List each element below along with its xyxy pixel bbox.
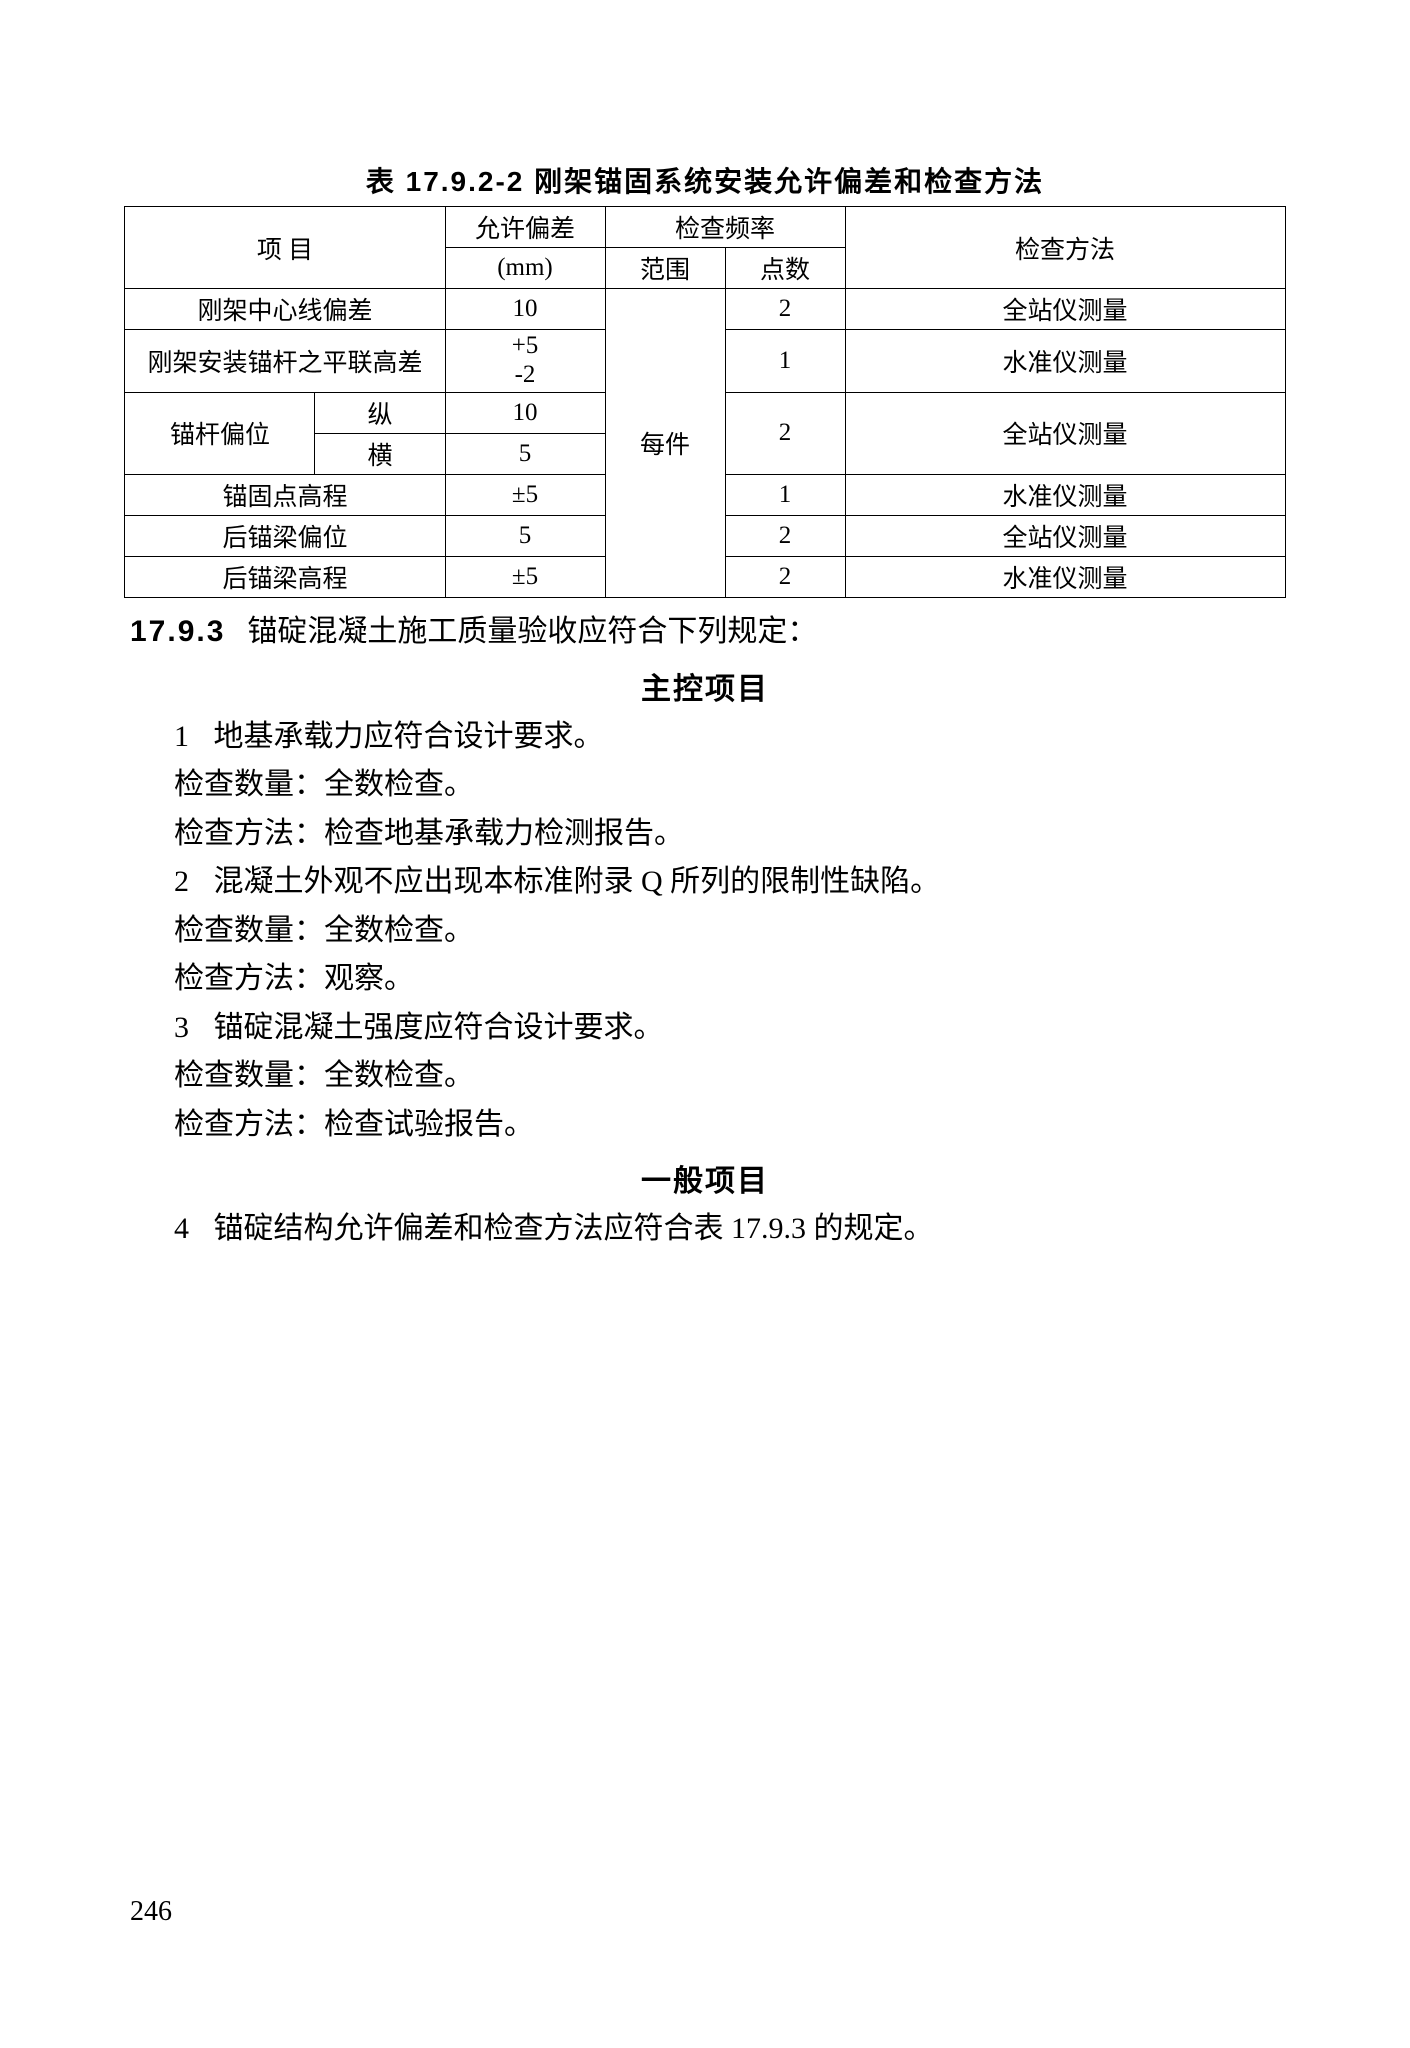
subheading-main: 主控项目: [130, 664, 1280, 708]
paragraph: 检查方法：观察。: [130, 956, 1280, 1003]
table-row: 刚架中心线偏差 10 每件 2 全站仪测量: [125, 289, 1285, 330]
cell-pts: 1: [725, 474, 845, 515]
cell-pts: 2: [725, 289, 845, 330]
th-scope: 范围: [605, 248, 725, 289]
item-number: 1: [174, 714, 206, 761]
paragraph: 检查方法：检查地基承载力检测报告。: [130, 811, 1280, 858]
cell-dev: 5: [445, 515, 605, 556]
item-number: 2: [174, 859, 206, 906]
cell-method: 水准仪测量: [845, 474, 1285, 515]
cell-subitem: 纵: [315, 392, 445, 433]
cell-pts: 2: [725, 556, 845, 597]
item-text: 混凝土外观不应出现本标准附录 Q 所列的限制性缺陷。: [214, 865, 941, 898]
clause-number: 17.9.3: [130, 608, 225, 656]
page-number: 246: [130, 1896, 172, 1928]
cell-method: 全站仪测量: [845, 515, 1285, 556]
th-deviation: 允许偏差: [445, 207, 605, 248]
item-text: 锚碇混凝土强度应符合设计要求。: [214, 1011, 664, 1044]
item-text: 锚碇结构允许偏差和检查方法应符合表 17.9.3 的规定。: [214, 1212, 934, 1245]
cell-method: 水准仪测量: [845, 330, 1285, 393]
item-text: 地基承载力应符合设计要求。: [214, 720, 604, 753]
cell-dev-b: -2: [515, 361, 536, 388]
table-title: 表 17.9.2-2 刚架锚固系统安装允许偏差和检查方法: [120, 160, 1290, 200]
clause-text: 锚碇混凝土施工质量验收应符合下列规定：: [247, 615, 817, 648]
cell-pts: 2: [725, 515, 845, 556]
cell-method: 全站仪测量: [845, 392, 1285, 474]
item-line: 4 锚碇结构允许偏差和检查方法应符合表 17.9.3 的规定。: [130, 1206, 1280, 1253]
cell-pts: 2: [725, 392, 845, 474]
table-header-row-1: 项 目 允许偏差 检查频率 检查方法: [125, 207, 1285, 248]
th-freq: 检查频率: [605, 207, 845, 248]
cell-method: 全站仪测量: [845, 289, 1285, 330]
cell-item: 刚架中心线偏差: [125, 289, 445, 330]
cell-dev: 10: [445, 289, 605, 330]
subheading-general: 一般项目: [130, 1156, 1280, 1200]
cell-item: 锚杆偏位: [125, 392, 315, 474]
cell-subitem: 横: [315, 433, 445, 474]
spec-table: 项 目 允许偏差 检查频率 检查方法 (mm) 范围 点数 刚架中心线偏差 10…: [124, 206, 1285, 598]
cell-dev: ±5: [445, 556, 605, 597]
cell-dev: +5 -2: [445, 330, 605, 393]
item-number: 4: [174, 1206, 206, 1253]
cell-dev-a: +5: [512, 332, 539, 359]
th-method: 检查方法: [845, 207, 1285, 289]
cell-dev: ±5: [445, 474, 605, 515]
th-item: 项 目: [125, 207, 445, 289]
item-line: 3 锚碇混凝土强度应符合设计要求。: [130, 1005, 1280, 1052]
paragraph: 检查数量：全数检查。: [130, 1053, 1280, 1100]
cell-scope: 每件: [605, 289, 725, 598]
cell-method: 水准仪测量: [845, 556, 1285, 597]
cell-dev: 10: [445, 392, 605, 433]
cell-item: 后锚梁高程: [125, 556, 445, 597]
item-number: 3: [174, 1005, 206, 1052]
item-line: 2 混凝土外观不应出现本标准附录 Q 所列的限制性缺陷。: [130, 859, 1280, 906]
th-points: 点数: [725, 248, 845, 289]
cell-pts: 1: [725, 330, 845, 393]
cell-item: 锚固点高程: [125, 474, 445, 515]
body-section: 17.9.3 锚碇混凝土施工质量验收应符合下列规定： 主控项目 1 地基承载力应符…: [120, 608, 1290, 1253]
item-line: 1 地基承载力应符合设计要求。: [130, 714, 1280, 761]
cell-item: 刚架安装锚杆之平联高差: [125, 330, 445, 393]
cell-item: 后锚梁偏位: [125, 515, 445, 556]
clause-heading: 17.9.3 锚碇混凝土施工质量验收应符合下列规定：: [130, 608, 1280, 656]
paragraph: 检查方法：检查试验报告。: [130, 1102, 1280, 1149]
cell-dev: 5: [445, 433, 605, 474]
paragraph: 检查数量：全数检查。: [130, 908, 1280, 955]
paragraph: 检查数量：全数检查。: [130, 762, 1280, 809]
th-deviation-unit: (mm): [445, 248, 605, 289]
page: 表 17.9.2-2 刚架锚固系统安装允许偏差和检查方法 项 目 允许偏差 检查…: [0, 0, 1410, 2048]
